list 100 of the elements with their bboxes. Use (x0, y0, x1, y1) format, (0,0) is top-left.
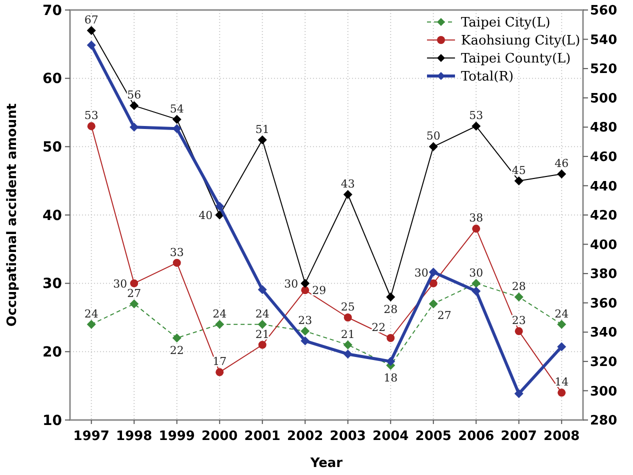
data-label: 21 (340, 328, 355, 341)
point (343, 340, 352, 350)
point (300, 326, 310, 336)
data-label: 51 (255, 122, 270, 136)
data-label: 46 (554, 157, 569, 170)
data-label: 28 (512, 280, 526, 293)
x-axis-title: Year (309, 456, 344, 471)
x-tick-label: 2008 (544, 429, 580, 444)
point (258, 340, 266, 349)
y-tick-label: 40 (42, 208, 62, 224)
point (386, 334, 395, 342)
point (130, 299, 139, 308)
point (301, 286, 310, 294)
data-label: 18 (384, 371, 398, 384)
point (472, 278, 481, 288)
data-label: 43 (340, 178, 355, 190)
legend-label: Taipei City(L) (461, 16, 550, 31)
y2-tick-label: 420 (590, 208, 618, 224)
point (557, 170, 566, 178)
point (472, 286, 481, 296)
point (86, 40, 96, 50)
point (428, 299, 438, 308)
data-label: 40 (198, 209, 213, 222)
data-label: 30 (284, 277, 298, 290)
data-label: 14 (554, 376, 569, 389)
y2-tick-label: 300 (590, 384, 618, 400)
point (258, 320, 267, 329)
point (428, 142, 438, 152)
data-label: 56 (127, 88, 142, 102)
data-label: 28 (384, 303, 398, 316)
point (172, 114, 182, 124)
data-label: 38 (469, 212, 484, 225)
data-label: 27 (437, 308, 452, 322)
x-tick-label: 2001 (244, 429, 280, 444)
y-tick-label: 10 (42, 412, 62, 429)
data-label: 24 (255, 307, 270, 320)
x-tick-label: 1997 (73, 429, 110, 444)
point (258, 135, 267, 144)
x-tick-label: 1998 (116, 429, 152, 444)
y2-tick-label: 460 (590, 150, 618, 165)
y2-tick-label: 320 (590, 354, 618, 370)
data-label: 24 (554, 307, 569, 320)
point (130, 101, 139, 110)
x-tick-label: 2003 (330, 429, 366, 444)
data-label: 22 (170, 344, 184, 357)
x-tick-label: 2004 (372, 429, 409, 444)
y-tick-label: 30 (42, 276, 62, 292)
data-label: 54 (170, 102, 184, 116)
point (216, 368, 224, 376)
data-label: 25 (340, 300, 355, 314)
legend-label: Taipei County(L) (461, 52, 571, 67)
point (86, 320, 96, 329)
y2-tick-label: 280 (590, 414, 618, 429)
x-tick-label: 2005 (415, 429, 452, 444)
point (344, 314, 352, 322)
data-label: 24 (212, 307, 227, 320)
legend-label: Kaohsiung City(L) (461, 34, 580, 49)
point (87, 122, 96, 130)
data-label: 30 (414, 266, 428, 280)
data-label: 22 (372, 321, 386, 334)
point (215, 320, 224, 329)
point (429, 279, 438, 288)
data-label: 27 (127, 286, 142, 300)
y2-tick-label: 480 (590, 120, 618, 136)
x-tick-label: 2006 (458, 429, 494, 444)
y-tick-label: 50 (42, 140, 62, 156)
data-label: 67 (84, 14, 98, 26)
y-tick-label: 20 (42, 344, 62, 361)
y2-tick-label: 400 (590, 238, 618, 253)
point (300, 278, 310, 288)
data-label: 50 (426, 130, 440, 143)
point (514, 327, 523, 336)
data-label: 45 (512, 164, 526, 177)
point (300, 336, 310, 346)
point (86, 26, 96, 35)
point (215, 202, 224, 211)
y2-tick-label: 440 (590, 179, 618, 194)
point (386, 356, 396, 366)
y2-tick-label: 520 (590, 62, 618, 78)
point (472, 122, 481, 131)
data-label: 24 (84, 307, 98, 320)
y2-tick-label: 540 (590, 32, 618, 48)
point (514, 389, 524, 398)
y2-tick-label: 360 (590, 296, 618, 312)
point (514, 176, 524, 186)
y2-tick-label: 560 (590, 4, 618, 19)
y-axis-title: Occupational accident amount (5, 103, 20, 327)
point (343, 190, 352, 199)
point (130, 279, 138, 288)
point (386, 292, 396, 302)
x-tick-label: 2000 (202, 429, 238, 444)
y-tick-label: 60 (42, 71, 62, 88)
point (557, 320, 566, 329)
x-tick-label: 1999 (158, 429, 195, 444)
y2-tick-label: 380 (590, 267, 618, 282)
point (258, 285, 267, 294)
data-label: 30 (113, 277, 128, 290)
data-label: 33 (170, 246, 184, 259)
y-tick-label: 70 (42, 2, 62, 19)
data-label: 53 (469, 109, 484, 122)
